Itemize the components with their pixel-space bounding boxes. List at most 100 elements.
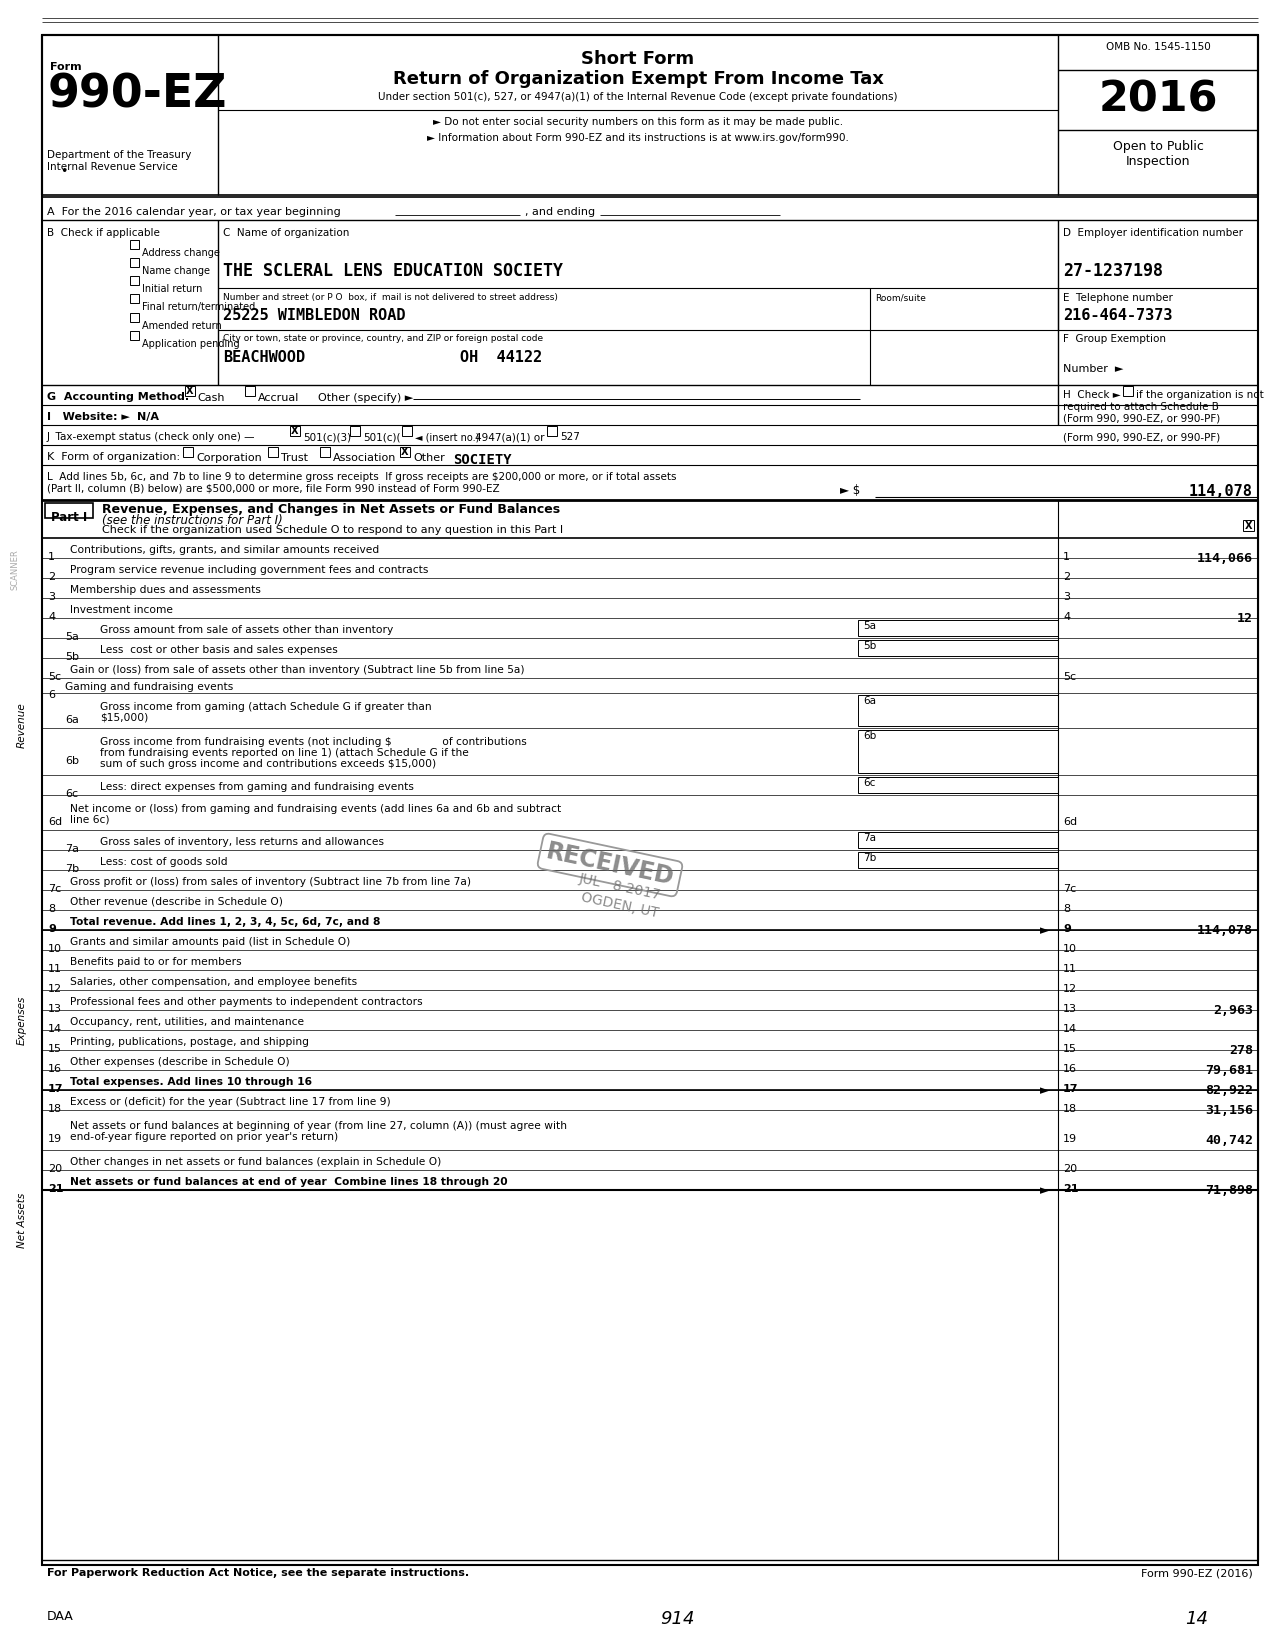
Text: Revenue: Revenue xyxy=(17,702,27,748)
Text: Salaries, other compensation, and employee benefits: Salaries, other compensation, and employ… xyxy=(70,976,357,987)
Text: Internal Revenue Service: Internal Revenue Service xyxy=(46,162,178,172)
Text: Part I: Part I xyxy=(50,512,88,523)
Text: 7c: 7c xyxy=(1063,883,1077,893)
Bar xyxy=(183,447,193,457)
Text: 17: 17 xyxy=(48,1085,63,1095)
Text: from fundraising events reported on line 1) (attach Schedule G if the: from fundraising events reported on line… xyxy=(100,748,469,758)
Text: ► Do not enter social security numbers on this form as it may be made public.: ► Do not enter social security numbers o… xyxy=(433,117,844,127)
Text: Other changes in net assets or fund balances (explain in Schedule O): Other changes in net assets or fund bala… xyxy=(70,1156,442,1167)
Text: 5a: 5a xyxy=(64,632,79,642)
Text: 114,066: 114,066 xyxy=(1197,551,1253,565)
Bar xyxy=(1243,520,1255,532)
Text: J  Tax-exempt status (check only one) —: J Tax-exempt status (check only one) — xyxy=(46,433,255,442)
Text: 7b: 7b xyxy=(64,863,79,873)
Bar xyxy=(858,852,1057,868)
Text: Short Form: Short Form xyxy=(581,50,694,68)
Text: X: X xyxy=(1244,520,1252,530)
Text: if the organization is not: if the organization is not xyxy=(1136,390,1264,400)
Text: OMB No. 1545-1150: OMB No. 1545-1150 xyxy=(1105,41,1211,51)
Text: 14: 14 xyxy=(48,1024,62,1034)
Text: Final return/terminated: Final return/terminated xyxy=(142,302,255,312)
Text: 4: 4 xyxy=(48,613,55,622)
Text: 3: 3 xyxy=(1063,593,1070,603)
Text: 4947(a)(1) or: 4947(a)(1) or xyxy=(475,433,545,442)
Text: RECEIVED: RECEIVED xyxy=(544,840,676,890)
Text: Gaming and fundraising events: Gaming and fundraising events xyxy=(64,682,233,692)
Text: 17: 17 xyxy=(1063,1085,1078,1095)
Text: 14: 14 xyxy=(1063,1024,1077,1034)
Text: X: X xyxy=(291,426,299,436)
Text: (see the instructions for Part I): (see the instructions for Part I) xyxy=(102,513,283,527)
Text: 9: 9 xyxy=(48,925,55,934)
Text: 18: 18 xyxy=(1063,1105,1077,1114)
Text: Name change: Name change xyxy=(142,266,210,276)
Text: 114,078: 114,078 xyxy=(1197,925,1253,938)
Text: 21: 21 xyxy=(1063,1184,1078,1194)
Text: THE SCLERAL LENS EDUCATION SOCIETY: THE SCLERAL LENS EDUCATION SOCIETY xyxy=(223,263,563,281)
Text: Investment income: Investment income xyxy=(70,604,173,614)
Text: 82,922: 82,922 xyxy=(1206,1085,1253,1096)
Bar xyxy=(45,504,93,518)
Text: 5c: 5c xyxy=(1063,672,1077,682)
Text: 8: 8 xyxy=(1063,905,1070,915)
Text: D  Employer identification number: D Employer identification number xyxy=(1063,228,1243,238)
Text: Corporation: Corporation xyxy=(196,452,261,462)
Text: OGDEN, UT: OGDEN, UT xyxy=(580,890,659,920)
Bar xyxy=(401,447,410,457)
Text: 40,742: 40,742 xyxy=(1206,1134,1253,1147)
Text: 6a: 6a xyxy=(863,697,876,707)
Text: Association: Association xyxy=(334,452,397,462)
Text: 20: 20 xyxy=(48,1164,62,1174)
Text: Other revenue (describe in Schedule O): Other revenue (describe in Schedule O) xyxy=(70,896,283,906)
Text: Gross profit or (loss) from sales of inventory (Subtract line 7b from line 7a): Gross profit or (loss) from sales of inv… xyxy=(70,877,471,887)
Text: X: X xyxy=(187,386,193,396)
Text: 13: 13 xyxy=(48,1004,62,1014)
Bar xyxy=(350,426,361,436)
Bar xyxy=(268,447,278,457)
Text: Net Assets: Net Assets xyxy=(17,1192,27,1248)
Bar xyxy=(547,426,556,436)
Text: 5a: 5a xyxy=(863,621,876,631)
Text: 6b: 6b xyxy=(863,731,876,741)
Text: Total revenue. Add lines 1, 2, 3, 4, 5c, 6d, 7c, and 8: Total revenue. Add lines 1, 2, 3, 4, 5c,… xyxy=(70,916,380,926)
Text: 19: 19 xyxy=(48,1134,62,1144)
Text: Number and street (or P O  box, if  mail is not delivered to street address): Number and street (or P O box, if mail i… xyxy=(223,292,558,302)
Text: Expenses: Expenses xyxy=(17,996,27,1045)
Text: Membership dues and assessments: Membership dues and assessments xyxy=(70,584,261,594)
Text: DAA: DAA xyxy=(46,1610,73,1623)
Text: C  Name of organization: C Name of organization xyxy=(223,228,349,238)
Text: X: X xyxy=(402,447,408,457)
Text: 6d: 6d xyxy=(48,817,62,827)
Text: N/A: N/A xyxy=(137,413,158,423)
Text: Application pending: Application pending xyxy=(142,338,240,348)
Text: ► Information about Form 990-EZ and its instructions is at www.irs.gov/form990.: ► Information about Form 990-EZ and its … xyxy=(428,134,849,144)
Text: Net income or (loss) from gaming and fundraising events (add lines 6a and 6b and: Net income or (loss) from gaming and fun… xyxy=(70,804,562,814)
Text: Revenue, Expenses, and Changes in Net Assets or Fund Balances: Revenue, Expenses, and Changes in Net As… xyxy=(102,504,560,517)
Text: A  For the 2016 calendar year, or tax year beginning: A For the 2016 calendar year, or tax yea… xyxy=(46,206,341,216)
Text: Return of Organization Exempt From Income Tax: Return of Organization Exempt From Incom… xyxy=(393,69,884,88)
Text: Number  ►: Number ► xyxy=(1063,363,1123,375)
Text: F  Group Exemption: F Group Exemption xyxy=(1063,334,1166,343)
Text: 10: 10 xyxy=(48,944,62,954)
Text: 8: 8 xyxy=(48,905,55,915)
Bar xyxy=(319,447,330,457)
Text: ►: ► xyxy=(1041,925,1050,938)
Text: Address change: Address change xyxy=(142,248,220,258)
Text: Gross sales of inventory, less returns and allowances: Gross sales of inventory, less returns a… xyxy=(100,837,384,847)
Text: 79,681: 79,681 xyxy=(1206,1063,1253,1076)
Text: Less  cost or other basis and sales expenses: Less cost or other basis and sales expen… xyxy=(100,644,337,654)
Text: Total expenses. Add lines 10 through 16: Total expenses. Add lines 10 through 16 xyxy=(70,1076,312,1086)
Text: 5b: 5b xyxy=(863,641,876,650)
Text: ►: ► xyxy=(1041,1184,1050,1197)
Text: Initial return: Initial return xyxy=(142,284,202,294)
Bar xyxy=(1123,386,1133,396)
Text: Gain or (loss) from sale of assets other than inventory (Subtract line 5b from l: Gain or (loss) from sale of assets other… xyxy=(70,664,524,675)
Text: 5c: 5c xyxy=(48,672,61,682)
Bar xyxy=(290,426,300,436)
Text: 20: 20 xyxy=(1063,1164,1077,1174)
Text: , and ending: , and ending xyxy=(526,206,595,216)
Text: 10: 10 xyxy=(1063,944,1077,954)
Text: 914: 914 xyxy=(659,1610,694,1628)
Text: 527: 527 xyxy=(560,433,580,442)
Text: Under section 501(c), 527, or 4947(a)(1) of the Internal Revenue Code (except pr: Under section 501(c), 527, or 4947(a)(1)… xyxy=(379,92,898,102)
